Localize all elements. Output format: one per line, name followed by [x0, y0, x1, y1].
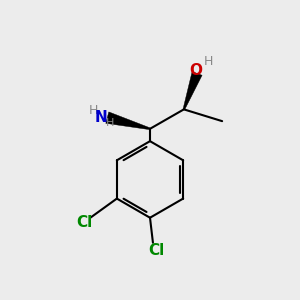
Text: H: H: [106, 118, 114, 128]
Polygon shape: [106, 112, 150, 130]
Text: N: N: [95, 110, 108, 124]
Text: H: H: [204, 55, 213, 68]
Text: Cl: Cl: [148, 243, 164, 258]
Text: Cl: Cl: [76, 214, 93, 230]
Polygon shape: [183, 72, 202, 110]
Text: O: O: [189, 63, 202, 78]
Text: H: H: [88, 104, 98, 117]
